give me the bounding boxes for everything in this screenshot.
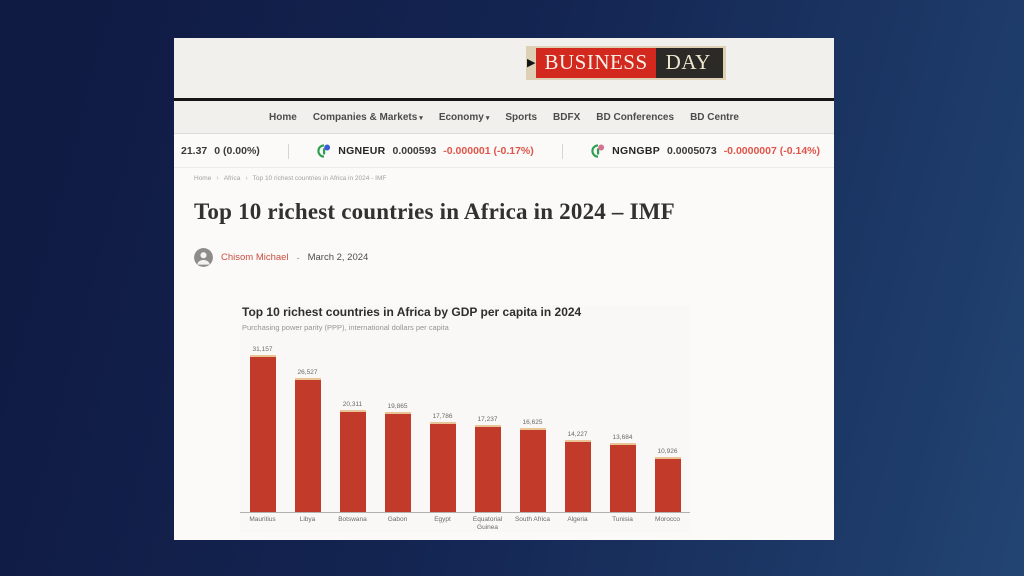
pair-change: -0.000001 (-0.17%)	[443, 145, 534, 157]
ticker-price: 21.37	[181, 145, 208, 157]
ticker-change: 0 (0.00%)	[214, 145, 260, 157]
ticker-item-left[interactable]: 21.37 0 (0.00%)	[181, 145, 260, 157]
category-label: Egypt	[434, 516, 451, 523]
currency-pair-icon	[591, 144, 605, 158]
bar-value-label: 14,227	[567, 431, 588, 438]
bar-column-libya: 26,527	[285, 369, 330, 512]
bar	[429, 422, 456, 512]
bar	[519, 428, 546, 512]
nav-item-companies-markets[interactable]: Companies & Markets ▾	[312, 111, 423, 123]
bar	[249, 355, 276, 512]
bar-value-label: 17,786	[432, 413, 453, 420]
breadcrumb-separator-icon: ›	[216, 175, 219, 182]
author-avatar	[194, 248, 213, 267]
bar-value-label: 16,625	[522, 419, 543, 426]
nav-item-economy[interactable]: Economy ▾	[438, 111, 490, 123]
pair-change: -0.0000007 (-0.14%)	[723, 145, 820, 157]
chevron-down-icon: ▾	[485, 114, 490, 122]
bar-value-label: 13,684	[612, 434, 633, 441]
bar	[294, 378, 321, 512]
bar	[564, 440, 591, 512]
logo-day-text: DAY	[655, 48, 723, 78]
ticker-separator	[288, 143, 289, 159]
main-nav: Home Companies & Markets ▾ Economy ▾ Sport…	[174, 101, 834, 134]
header-divider	[174, 98, 834, 101]
bar-column-egypt: 17,786	[420, 413, 465, 512]
fx-ticker-bar: 21.37 0 (0.00%) NGNEUR 0.000593 -0.00000…	[174, 135, 834, 168]
bar-column-south-africa: 16,625	[510, 419, 555, 512]
page-title: Top 10 richest countries in Africa in 20…	[194, 199, 675, 224]
category-label: Mauritius	[249, 516, 276, 523]
nav-item-bd-conferences[interactable]: BD Conferences	[596, 111, 675, 123]
logo-business-text: BUSINESS	[536, 48, 656, 78]
chart-plot-area: 31,157 26,527 20,311 19,865 17,786	[240, 343, 690, 513]
bar-value-label: 31,157	[252, 346, 273, 353]
logo-arrow-icon: ▶	[527, 56, 536, 69]
bar	[474, 425, 501, 512]
bar-column-morocco: 10,926	[645, 448, 690, 512]
bar-column-tunisia: 13,684	[600, 434, 645, 512]
bar-column-gabon: 19,865	[375, 403, 420, 512]
bar-column-mauritius: 31,157	[240, 346, 285, 512]
chart-subtitle: Purchasing power parity (PPP), internati…	[242, 323, 449, 332]
ticker-item-ngneur[interactable]: NGNEUR 0.000593 -0.000001 (-0.17%)	[317, 144, 534, 158]
category-label: Algeria	[567, 516, 588, 523]
pair-value: 0.0005073	[667, 145, 717, 157]
category-label: Gabon	[387, 516, 408, 523]
chart-category-axis: Mauritius Libya Botswana Gabon Egypt Equ…	[240, 513, 690, 532]
ticker-separator	[561, 143, 563, 159]
byline-separator: -	[296, 252, 300, 263]
bar	[384, 412, 411, 512]
breadcrumb: Home › Africa › Top 10 richest countries…	[194, 175, 386, 182]
businessday-logo[interactable]: ▶ BUSINESS DAY	[526, 46, 726, 80]
bar	[654, 457, 681, 512]
chart-title: Top 10 richest countries in Africa by GD…	[242, 305, 582, 319]
article-content: Home › Africa › Top 10 richest countries…	[174, 168, 834, 540]
site-header: ▶ BUSINESS DAY	[174, 38, 834, 98]
category-label: South Africa	[514, 516, 551, 523]
bar-column-botswana: 20,311	[330, 401, 375, 512]
bar	[339, 410, 366, 512]
breadcrumb-current: Top 10 richest countries in Africa in 20…	[252, 175, 387, 182]
bar-column-equatorial-guinea: 17,237	[465, 416, 510, 512]
publish-date: March 2, 2024	[307, 252, 369, 263]
category-label: Botswana	[338, 516, 367, 523]
category-label: Equatorial Guinea	[472, 516, 503, 532]
gdp-bar-chart: Top 10 richest countries in Africa by GD…	[240, 305, 690, 533]
currency-pair-icon	[317, 144, 331, 158]
pair-symbol: NGNEUR	[338, 145, 386, 157]
nav-item-home[interactable]: Home	[269, 111, 297, 123]
category-label: Morocco	[655, 516, 680, 523]
bar-value-label: 10,926	[657, 448, 678, 455]
bar	[609, 443, 636, 512]
bar-value-label: 26,527	[297, 369, 318, 376]
bar-value-label: 20,311	[342, 401, 363, 408]
byline: Chisom Michael - March 2, 2024	[194, 248, 368, 267]
bar-value-label: 19,865	[387, 403, 408, 410]
pair-symbol: NGNGBP	[612, 145, 661, 157]
nav-item-sports[interactable]: Sports	[505, 111, 538, 123]
breadcrumb-africa[interactable]: Africa	[223, 175, 241, 182]
browser-page: ▶ BUSINESS DAY Home Companies & Markets ▾…	[174, 38, 834, 540]
bar-column-algeria: 14,227	[555, 431, 600, 512]
chevron-down-icon: ▾	[419, 114, 423, 122]
nav-item-bd-centre[interactable]: BD Centre	[690, 111, 739, 123]
pair-value: 0.000593	[392, 145, 437, 157]
breadcrumb-separator-icon: ›	[245, 175, 248, 182]
category-label: Tunisia	[612, 516, 633, 523]
ticker-item-ngngbp[interactable]: NGNGBP 0.0005073 -0.0000007 (-0.14%)	[591, 144, 820, 158]
author-link[interactable]: Chisom Michael	[221, 252, 289, 263]
nav-item-bdfx[interactable]: BDFX	[553, 111, 581, 123]
breadcrumb-home[interactable]: Home	[194, 175, 212, 182]
person-icon	[194, 248, 213, 267]
bar-value-label: 17,237	[477, 416, 498, 423]
category-label: Libya	[299, 516, 316, 523]
